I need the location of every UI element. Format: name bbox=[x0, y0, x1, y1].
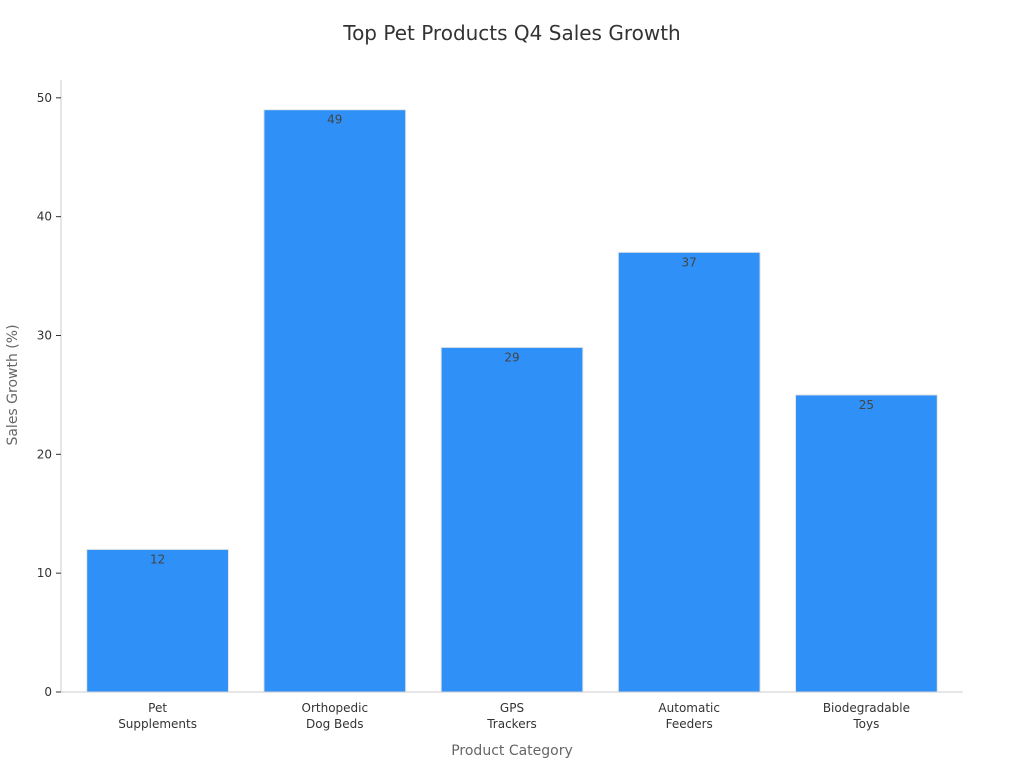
data-label-2: 29 bbox=[504, 350, 519, 364]
y-tick-label-0: 0 bbox=[44, 685, 52, 699]
bar-0 bbox=[86, 548, 229, 693]
axes-group bbox=[60, 80, 963, 693]
y-ticks-group: 0 10 20 30 40 50 bbox=[37, 91, 61, 699]
data-labels-group: 12 49 29 37 25 bbox=[150, 113, 874, 567]
x-tick-label-1: Orthopedic Dog Beds bbox=[302, 701, 369, 731]
x-axis-title: Product Category bbox=[451, 743, 573, 759]
chart-title: Top Pet Products Q4 Sales Growth bbox=[342, 21, 680, 45]
bars-group bbox=[86, 109, 938, 693]
bar-2 bbox=[440, 346, 584, 693]
y-tick-label-5: 50 bbox=[37, 91, 52, 105]
bar-4 bbox=[795, 394, 938, 693]
x-tick-label-4: Biodegradable Toys bbox=[823, 701, 910, 731]
data-label-3: 37 bbox=[682, 255, 697, 269]
y-tick-label-1: 10 bbox=[37, 566, 52, 580]
x-ticks-group: Pet Supplements Orthopedic Dog Beds GPS Track… bbox=[118, 701, 910, 731]
y-tick-label-4: 40 bbox=[37, 210, 52, 224]
data-label-0: 12 bbox=[150, 552, 165, 566]
y-tick-label-3: 30 bbox=[37, 328, 52, 342]
data-label-1: 49 bbox=[327, 113, 342, 127]
bar-1 bbox=[263, 109, 407, 693]
data-label-4: 25 bbox=[859, 398, 874, 412]
x-tick-label-2: GPS Trackers bbox=[486, 701, 537, 731]
bar-3 bbox=[617, 251, 761, 693]
x-tick-label-0: Pet Supplements bbox=[118, 701, 197, 731]
x-tick-label-3: Automatic Feeders bbox=[658, 701, 720, 731]
y-tick-label-2: 20 bbox=[37, 447, 52, 461]
y-axis-title: Sales Growth (%) bbox=[5, 324, 21, 445]
